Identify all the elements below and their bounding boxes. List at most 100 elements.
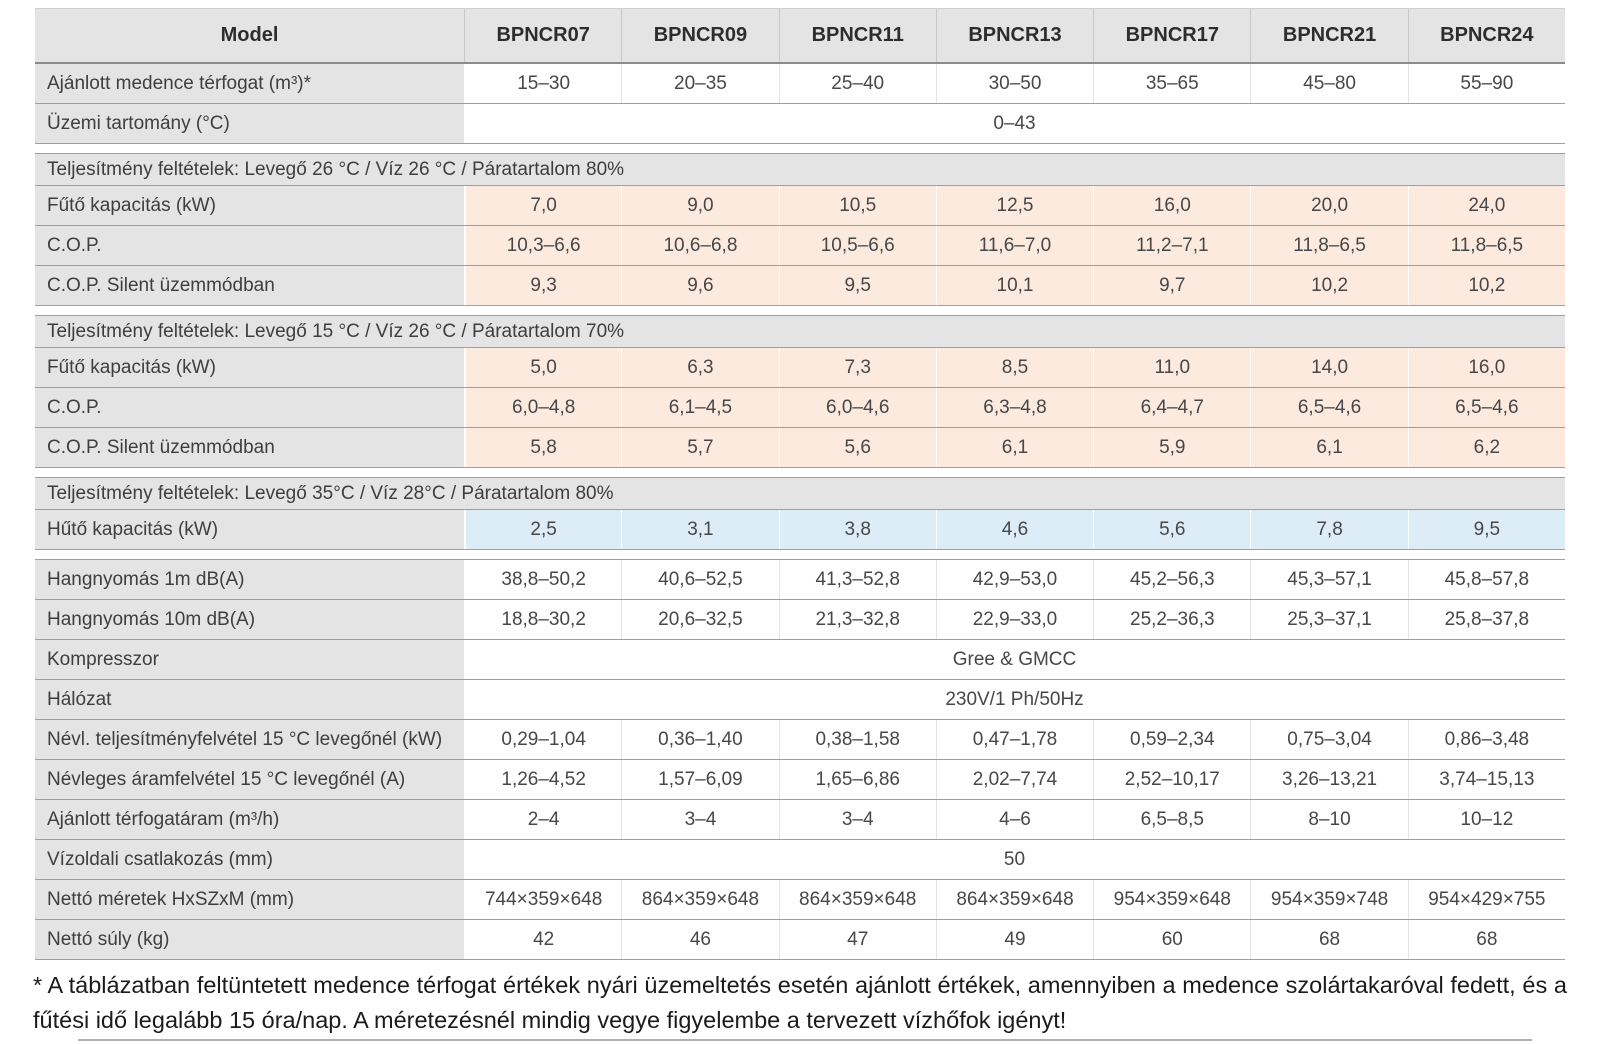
row-label: Kompresszor bbox=[35, 640, 464, 679]
value-cell: 30–50 bbox=[935, 64, 1093, 103]
spec-row: Ajánlott térfogatáram (m³/h) 2–4 3–4 3–4 4–6… bbox=[35, 800, 1565, 840]
value-cell: 9,0 bbox=[621, 186, 779, 225]
value-cell: 8–10 bbox=[1250, 800, 1407, 839]
value-cell: 25–40 bbox=[778, 64, 936, 103]
value-cell: 20,0 bbox=[1250, 186, 1408, 225]
row-label: Hálózat bbox=[35, 680, 464, 719]
section-gap bbox=[35, 550, 1565, 560]
value-cell: 10,6–6,8 bbox=[621, 226, 779, 265]
value-cell: 47 bbox=[778, 920, 936, 959]
spec-row: Nettó méretek HxSZxM (mm) 744×359×648 864×… bbox=[35, 880, 1565, 920]
value-cell: 0,75–3,04 bbox=[1250, 720, 1407, 759]
value-cell: 24,0 bbox=[1407, 186, 1565, 225]
value-cell: 9,7 bbox=[1093, 266, 1251, 305]
value-cell: 20,6–32,5 bbox=[621, 600, 778, 639]
row-label: Névleges áramfelvétel 15 °C levegőnél (A… bbox=[35, 760, 464, 799]
value-cell: 7,8 bbox=[1250, 510, 1408, 549]
value-cell: 6,5–4,6 bbox=[1407, 388, 1565, 427]
value-cell: 10,3–6,6 bbox=[464, 226, 622, 265]
value-cell: 7,3 bbox=[778, 348, 936, 387]
value-cell: 40,6–52,5 bbox=[621, 560, 778, 599]
value-cell: 42,9–53,0 bbox=[935, 560, 1093, 599]
value-cell: 2,5 bbox=[464, 510, 622, 549]
row-label: Üzemi tartomány (°C) bbox=[35, 104, 464, 143]
span-value-cell: 0–43 bbox=[464, 104, 1565, 143]
spec-row: Vízoldali csatlakozás (mm) 50 bbox=[35, 840, 1565, 880]
section-gap bbox=[35, 306, 1565, 316]
value-cell: 16,0 bbox=[1407, 348, 1565, 387]
value-cell: 46 bbox=[621, 920, 778, 959]
model-column-header: BPNCR21 bbox=[1250, 9, 1407, 62]
value-cell: 45–80 bbox=[1250, 64, 1407, 103]
row-label: Hűtő kapacitás (kW) bbox=[35, 510, 464, 549]
value-cell: 3–4 bbox=[778, 800, 936, 839]
value-cell: 2,02–7,74 bbox=[935, 760, 1093, 799]
value-cell: 11,8–6,5 bbox=[1250, 226, 1408, 265]
row-label: C.O.P. Silent üzemmódban bbox=[35, 266, 464, 305]
row-label: C.O.P. bbox=[35, 388, 464, 427]
spec-row: Névl. teljesítményfelvétel 15 °C levegőn… bbox=[35, 720, 1565, 760]
value-cell: 3,1 bbox=[621, 510, 779, 549]
spec-row: Üzemi tartomány (°C) 0–43 bbox=[35, 104, 1565, 144]
value-cell: 68 bbox=[1407, 920, 1565, 959]
section-gap bbox=[35, 144, 1565, 154]
spec-row: Kompresszor Gree & GMCC bbox=[35, 640, 1565, 680]
value-cell: 10,2 bbox=[1407, 266, 1565, 305]
value-cell: 0,86–3,48 bbox=[1407, 720, 1565, 759]
value-cell: 7,0 bbox=[464, 186, 622, 225]
spec-row: Névleges áramfelvétel 15 °C levegőnél (A… bbox=[35, 760, 1565, 800]
value-cell: 3,8 bbox=[778, 510, 936, 549]
value-cell: 6,1 bbox=[1250, 428, 1408, 467]
spec-row: Nettó súly (kg) 42 46 47 49 60 68 68 bbox=[35, 920, 1565, 960]
spec-row: Ajánlott medence térfogat (m³)* 15–30 20–3… bbox=[35, 64, 1565, 104]
value-cell: 9,3 bbox=[464, 266, 622, 305]
value-cell: 45,2–56,3 bbox=[1093, 560, 1250, 599]
model-header-cell: Model bbox=[220, 24, 279, 46]
value-cell: 21,3–32,8 bbox=[778, 600, 936, 639]
value-cell: 954×359×648 bbox=[1093, 880, 1250, 919]
value-cell: 60 bbox=[1093, 920, 1250, 959]
value-cell: 0,47–1,78 bbox=[935, 720, 1093, 759]
value-cell: 5,6 bbox=[1093, 510, 1251, 549]
value-cell: 25,8–37,8 bbox=[1407, 600, 1565, 639]
value-cell: 5,7 bbox=[621, 428, 779, 467]
value-cell: 18,8–30,2 bbox=[464, 600, 621, 639]
value-cell: 10,5–6,6 bbox=[778, 226, 936, 265]
value-cell: 0,59–2,34 bbox=[1093, 720, 1250, 759]
row-label: Vízoldali csatlakozás (mm) bbox=[35, 840, 464, 879]
value-cell: 3–4 bbox=[621, 800, 778, 839]
span-value-cell: Gree & GMCC bbox=[464, 640, 1565, 679]
value-cell: 3,74–15,13 bbox=[1407, 760, 1565, 799]
value-cell: 45,8–57,8 bbox=[1407, 560, 1565, 599]
spec-table: Model BPNCR07 BPNCR09 BPNCR11 BPNCR13 BPNCR17… bbox=[35, 8, 1565, 960]
value-cell: 3,26–13,21 bbox=[1250, 760, 1407, 799]
row-label: Hangnyomás 10m dB(A) bbox=[35, 600, 464, 639]
value-cell: 10–12 bbox=[1407, 800, 1565, 839]
spec-row: Hangnyomás 10m dB(A) 18,8–30,2 20,6–32,5 21… bbox=[35, 600, 1565, 640]
row-label: Hangnyomás 1m dB(A) bbox=[35, 560, 464, 599]
model-column-header: BPNCR13 bbox=[935, 9, 1093, 62]
value-cell: 16,0 bbox=[1093, 186, 1251, 225]
value-cell: 6,5–8,5 bbox=[1093, 800, 1250, 839]
row-label: Ajánlott térfogatáram (m³/h) bbox=[35, 800, 464, 839]
section-header-row: Teljesítmény feltételek: Levegő 35°C / V… bbox=[35, 478, 1565, 510]
value-cell: 0,36–1,40 bbox=[621, 720, 778, 759]
value-cell: 0,38–1,58 bbox=[778, 720, 936, 759]
model-column-header: BPNCR09 bbox=[621, 9, 778, 62]
value-cell: 6,3–4,8 bbox=[935, 388, 1094, 427]
spec-row: C.O.P. 6,0–4,8 6,1–4,5 6,0–4,6 6,3–4,8 6,4–4,… bbox=[35, 388, 1565, 428]
section-header-row: Teljesítmény feltételek: Levegő 15 °C / … bbox=[35, 316, 1565, 348]
value-cell: 744×359×648 bbox=[464, 880, 621, 919]
value-cell: 42 bbox=[464, 920, 621, 959]
spec-row: Hálózat 230V/1 Ph/50Hz bbox=[35, 680, 1565, 720]
spec-row: Hűtő kapacitás (kW) 2,5 3,1 3,8 4,6 5,6 7,8 9,5 bbox=[35, 510, 1565, 550]
value-cell: 45,3–57,1 bbox=[1250, 560, 1407, 599]
value-cell: 864×359×648 bbox=[935, 880, 1093, 919]
value-cell: 954×359×748 bbox=[1250, 880, 1407, 919]
value-cell: 41,3–52,8 bbox=[778, 560, 936, 599]
value-cell: 25,2–36,3 bbox=[1093, 600, 1250, 639]
value-cell: 1,26–4,52 bbox=[464, 760, 621, 799]
row-label: Nettó méretek HxSZxM (mm) bbox=[35, 880, 464, 919]
value-cell: 12,5 bbox=[935, 186, 1094, 225]
value-cell: 6,3 bbox=[621, 348, 779, 387]
